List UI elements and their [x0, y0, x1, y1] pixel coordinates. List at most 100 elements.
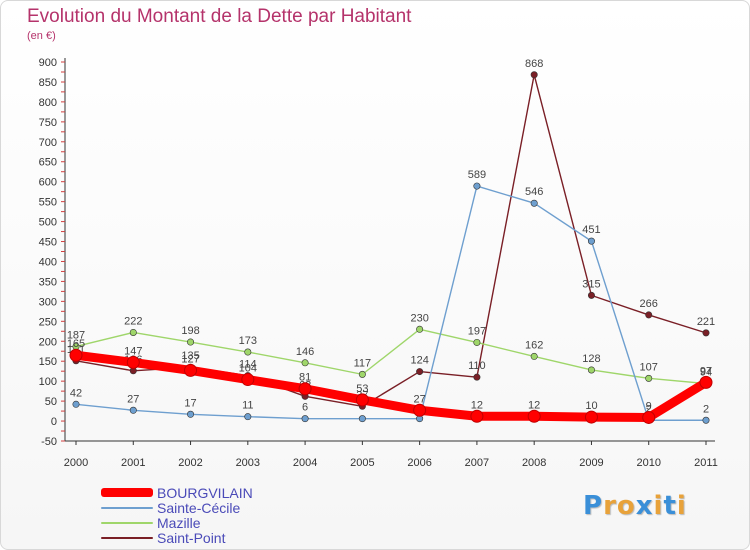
data-label-sainte-c-cile: 546: [525, 186, 543, 198]
data-point-bourgvilain: [470, 409, 484, 423]
data-point-bourgvilain: [184, 363, 198, 377]
data-label-mazille: 230: [410, 312, 428, 324]
series-line-sainte-c-cile: [75, 185, 707, 421]
y-tick-label: 250: [39, 316, 57, 328]
data-point-bourgvilain: [584, 410, 598, 424]
data-label-sainte-c-cile: 589: [468, 169, 486, 181]
data-label-bourgvilain: 12: [471, 399, 483, 411]
data-label-sainte-c-cile: 451: [582, 224, 600, 236]
data-label-mazille: 117: [354, 357, 372, 369]
x-tick-label: 2006: [407, 457, 431, 469]
data-point-mazille: [473, 338, 481, 346]
logo-letter: t: [663, 491, 677, 521]
data-point-saint-point: [530, 71, 538, 79]
data-label-bourgvilain: 12: [528, 399, 540, 411]
data-point-saint-point: [702, 329, 710, 337]
data-point-saint-point: [416, 368, 424, 376]
legend-label: Mazille: [157, 514, 201, 531]
legend-item: Saint-Point: [101, 530, 253, 545]
y-tick-label: 800: [39, 97, 57, 109]
y-tick-label: 500: [39, 217, 57, 229]
data-label-bourgvilain: 147: [124, 345, 142, 357]
data-point-sainte-c-cile: [244, 413, 252, 421]
y-tick-label: 550: [39, 197, 57, 209]
data-label-mazille: 173: [239, 335, 257, 347]
data-label-saint-point: 221: [697, 316, 715, 328]
data-point-bourgvilain: [69, 348, 83, 362]
y-tick-label: 50: [45, 396, 57, 408]
y-tick-label: 400: [39, 256, 57, 268]
y-tick-label: 200: [39, 336, 57, 348]
x-tick-label: 2002: [178, 457, 202, 469]
data-point-sainte-c-cile: [702, 416, 710, 424]
data-point-sainte-c-cile: [473, 182, 481, 190]
chart-subtitle: (en €): [27, 30, 56, 42]
data-label-bourgvilain: 9: [646, 400, 652, 412]
legend-label: Saint-Point: [157, 529, 226, 546]
y-tick-label: 700: [39, 137, 57, 149]
data-point-bourgvilain: [355, 393, 369, 407]
data-point-mazille: [645, 374, 653, 382]
data-point-bourgvilain: [413, 403, 427, 417]
legend-swatch: [101, 506, 153, 509]
x-tick-label: 2003: [236, 457, 260, 469]
y-tick-label: 450: [39, 237, 57, 249]
x-tick-label: 2004: [293, 457, 317, 469]
data-label-sainte-c-cile: 2: [646, 403, 652, 415]
y-tick-label: 350: [39, 276, 57, 288]
data-label-sainte-c-cile: 17: [184, 397, 196, 409]
data-label-bourgvilain: 81: [299, 372, 311, 384]
data-point-sainte-c-cile: [129, 406, 137, 414]
data-point-bourgvilain: [241, 373, 255, 387]
data-label-saint-point: 114: [239, 359, 257, 371]
data-label-bourgvilain: 165: [67, 338, 85, 350]
x-tick-label: 2000: [64, 457, 88, 469]
data-point-mazille: [587, 366, 595, 374]
x-tick-label: 2005: [350, 457, 374, 469]
data-label-mazille: 222: [124, 315, 142, 327]
data-label-bourgvilain: 97: [700, 365, 712, 377]
data-label-saint-point: 315: [582, 278, 600, 290]
data-point-sainte-c-cile: [187, 410, 195, 418]
data-point-bourgvilain: [298, 382, 312, 396]
y-tick-label: 750: [39, 117, 57, 129]
data-label-mazille: 187: [67, 329, 85, 341]
data-label-bourgvilain: 10: [585, 400, 597, 412]
series-line-saint-point: [75, 74, 707, 407]
data-point-bourgvilain: [527, 409, 541, 423]
data-label-mazille: 107: [640, 361, 658, 373]
data-label-mazille: 162: [525, 339, 543, 351]
data-label-sainte-c-cile: 2: [703, 403, 709, 415]
data-point-bourgvilain: [642, 410, 656, 424]
data-point-mazille: [187, 338, 195, 346]
data-point-sainte-c-cile: [72, 400, 80, 408]
data-point-mazille: [530, 352, 538, 360]
data-label-saint-point: 868: [525, 58, 543, 70]
y-tick-label: -50: [41, 436, 57, 448]
data-point-mazille: [358, 370, 366, 378]
logo-letter: r: [603, 491, 617, 521]
data-point-saint-point: [587, 291, 595, 299]
data-point-mazille: [301, 359, 309, 367]
y-tick-label: 600: [39, 177, 57, 189]
data-point-saint-point: [645, 311, 653, 319]
data-label-mazille: 94: [700, 367, 712, 379]
data-label-mazille: 146: [296, 346, 314, 358]
legend-item: BOURGVILAIN: [101, 485, 253, 500]
x-tick-label: 2007: [465, 457, 489, 469]
x-tick-label: 2008: [522, 457, 546, 469]
legend-swatch: [101, 536, 153, 539]
data-point-mazille: [129, 328, 137, 336]
data-label-bourgvilain: 104: [239, 363, 257, 375]
logo-letter: o: [616, 491, 636, 521]
data-label-saint-point: 110: [468, 360, 486, 372]
data-point-sainte-c-cile: [587, 237, 595, 245]
data-point-bourgvilain: [126, 355, 140, 369]
y-tick-label: 100: [39, 376, 57, 388]
chart-title: Evolution du Montant de la Dette par Hab…: [27, 6, 412, 27]
legend-label: BOURGVILAIN: [157, 484, 253, 501]
chart-legend: BOURGVILAIN Sainte-Cécile Mazille Saint-Poi…: [101, 485, 253, 545]
legend-item: Mazille: [101, 515, 253, 530]
